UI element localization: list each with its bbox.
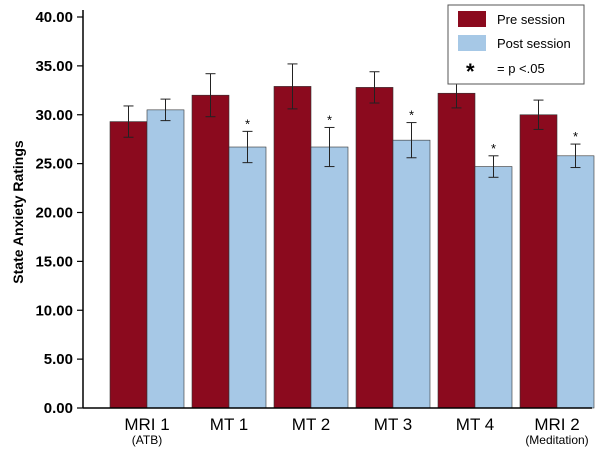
category-label-0: MRI 1 [124, 415, 169, 434]
bar-post-0 [146, 109, 185, 409]
category-label-2: MT 2 [292, 415, 330, 434]
y-axis-ticks: 0.00 5.00 10.00 15.00 20.00 25.00 30.00 35.00 40… [35, 9, 83, 417]
bar-pre-3 [355, 87, 394, 409]
legend-note: = p <.05 [497, 61, 545, 76]
y-tick-label-6: 30.00 [35, 107, 73, 124]
bar-post-1 [228, 146, 267, 409]
y-tick-label-2: 10.00 [35, 302, 73, 319]
error-bars [123, 63, 581, 178]
y-axis-title: State Anxiety Ratings [10, 140, 26, 284]
legend-star: * [466, 59, 475, 84]
bar-pre-2 [273, 86, 312, 409]
y-tick-label-3: 15.00 [35, 253, 73, 270]
significance-star-1: * [245, 116, 250, 131]
significance-star-2: * [327, 112, 332, 127]
bar-post-4 [474, 166, 513, 409]
legend-label-pre: Pre session [497, 12, 565, 27]
bar-post-5 [556, 155, 595, 409]
bar-pre-4 [437, 92, 476, 409]
category-label-3: MT 3 [374, 415, 412, 434]
bars [109, 86, 595, 409]
significance-star-3: * [409, 108, 414, 123]
y-tick-label-0: 0.00 [44, 400, 73, 417]
category-label-5: MRI 2 [534, 415, 579, 434]
category-sublabel-5: (Meditation) [525, 433, 588, 447]
y-tick-label-4: 20.00 [35, 205, 73, 222]
y-tick-label-1: 5.00 [44, 351, 73, 368]
y-tick-label-8: 40.00 [35, 9, 73, 26]
y-tick-label-7: 35.00 [35, 58, 73, 75]
legend-swatch-pre [458, 11, 486, 27]
category-sublabel-0: (ATB) [132, 433, 162, 447]
legend-swatch-post [458, 35, 486, 51]
bar-post-3 [392, 139, 431, 409]
category-label-1: MT 1 [210, 415, 248, 434]
bar-post-2 [310, 146, 349, 409]
significance-star-5: * [573, 129, 578, 144]
category-label-4: MT 4 [456, 415, 494, 434]
bar-pre-5 [519, 114, 558, 409]
significance-star-4: * [491, 141, 496, 156]
bar-pre-0 [109, 121, 148, 409]
y-tick-label-5: 25.00 [35, 156, 73, 173]
legend: Pre session Post session * = p <.05 [447, 4, 585, 85]
category-labels: MRI 1(ATB) MT 1 MT 2 MT 3 MT 4 MRI 2(Meditati… [124, 415, 588, 447]
bar-pre-1 [191, 94, 230, 409]
significance-markers: * * * * * [245, 108, 578, 156]
legend-label-post: Post session [497, 36, 571, 51]
